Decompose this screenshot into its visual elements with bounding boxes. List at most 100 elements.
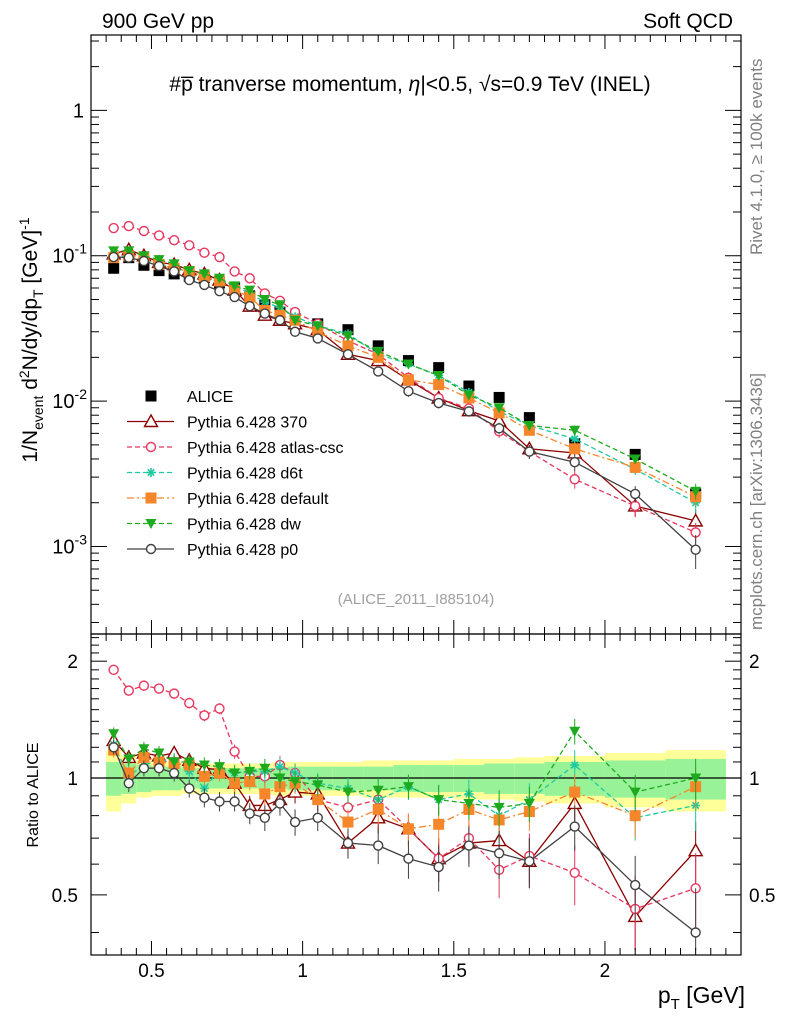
data-point xyxy=(229,266,240,277)
ratio-point xyxy=(123,767,135,779)
data-point xyxy=(569,443,581,455)
ratio-point xyxy=(138,763,150,774)
ratio-point xyxy=(312,780,324,791)
ratio-point xyxy=(289,776,301,787)
ratio-point xyxy=(523,798,535,809)
data-point xyxy=(570,434,580,444)
ratio-point xyxy=(629,810,641,822)
ratio-point xyxy=(524,856,535,867)
analysis-tag: (ALICE_2011_I885104) xyxy=(338,591,495,608)
y-tick-label: 1 xyxy=(73,100,84,122)
data-point xyxy=(402,374,414,386)
data-point xyxy=(289,326,301,337)
data-point xyxy=(168,234,180,246)
data-point xyxy=(342,331,354,342)
data-point xyxy=(569,456,580,468)
ratio-point xyxy=(168,757,180,768)
y-axis-label: 1/Nevent d2N/dy/dpT [GeV]-1 xyxy=(16,217,46,462)
data-point xyxy=(123,220,134,232)
legend-entry-pythia-6-428-p0: Pythia 6.428 p0 xyxy=(127,542,298,559)
data-point xyxy=(123,252,134,263)
ratio-point xyxy=(198,760,210,771)
legend-entry-alice: ALICE xyxy=(145,389,233,406)
ratio-point xyxy=(274,773,286,784)
data-point xyxy=(463,380,475,392)
legend-entry-pythia-6-428-atlas-csc: Pythia 6.428 atlas-csc xyxy=(127,440,344,457)
data-point xyxy=(629,461,641,473)
data-point xyxy=(433,379,445,391)
data-point xyxy=(463,406,475,417)
data-point xyxy=(244,285,256,296)
ratio-point xyxy=(214,703,225,714)
data-point xyxy=(213,273,225,284)
ratio-point xyxy=(153,683,165,694)
data-point xyxy=(372,340,384,352)
data-point xyxy=(153,230,165,241)
legend-label: Pythia 6.428 atlas-csc xyxy=(187,440,344,457)
ratio-point xyxy=(312,812,323,823)
data-point xyxy=(168,266,180,277)
legend-label: ALICE xyxy=(187,389,233,406)
data-point xyxy=(493,403,505,414)
data-point xyxy=(259,295,271,306)
ratio-point xyxy=(184,697,195,709)
legend-label: Pythia 6.428 d6t xyxy=(187,466,303,483)
ratio-point xyxy=(229,746,240,757)
y-tick-label: 10-3 xyxy=(52,531,87,558)
ratio-point xyxy=(569,867,580,878)
data-point xyxy=(433,397,444,409)
x-tick-label: 1 xyxy=(297,961,308,982)
ratio-point xyxy=(123,777,134,789)
ratio-point xyxy=(138,744,150,755)
data-point xyxy=(123,246,135,257)
data-point xyxy=(198,269,210,280)
ratio-point xyxy=(259,788,271,800)
ratio-point xyxy=(153,763,165,774)
data-point xyxy=(523,420,535,431)
data-point xyxy=(214,286,225,297)
header-left: 900 GeV pp xyxy=(102,10,214,33)
ratio-point xyxy=(213,762,225,773)
ratio-point xyxy=(275,762,285,772)
legend-marker xyxy=(146,468,156,477)
data-point xyxy=(274,315,286,326)
ratio-point xyxy=(259,812,271,823)
ratio-point xyxy=(433,818,445,830)
data-point xyxy=(433,371,445,382)
ratio-y-axis-label: Ratio to ALICE xyxy=(25,743,42,848)
data-point xyxy=(183,266,195,277)
ratio-point xyxy=(403,853,414,864)
legend-label: Pythia 6.428 370 xyxy=(187,415,307,432)
ratio-point xyxy=(108,729,120,740)
side-label-top: Rivet 4.1.0, ≥ 100k events xyxy=(747,59,766,255)
band-green xyxy=(106,761,122,796)
ratio-point xyxy=(463,840,475,851)
ratio-point xyxy=(168,767,180,779)
data-point xyxy=(138,255,150,267)
ratio-tick-label-right: 0.5 xyxy=(749,886,775,907)
ratio-point xyxy=(569,786,581,798)
data-point xyxy=(373,366,384,377)
legend-entry-pythia-6-428-d6t: Pythia 6.428 d6t xyxy=(127,466,303,483)
data-point xyxy=(108,251,119,263)
data-point xyxy=(342,349,354,360)
data-point xyxy=(199,279,210,291)
ratio-point xyxy=(244,808,255,819)
data-point xyxy=(184,240,195,251)
data-point xyxy=(342,340,354,352)
data-point xyxy=(372,351,384,363)
ratio-point xyxy=(629,879,641,891)
ratio-point xyxy=(289,816,301,828)
ratio-point xyxy=(373,840,384,851)
legend-marker xyxy=(145,519,157,529)
data-point xyxy=(312,333,323,344)
axes: 0.5 1 1.5 2 1 10-1 10-2 10-3 2 2 1 1 0.5 0.5 xyxy=(52,34,775,982)
ratio-tick-label-right: 2 xyxy=(749,652,760,673)
ratio-point xyxy=(168,688,180,699)
data-point xyxy=(372,346,384,357)
data-point xyxy=(244,291,256,303)
ratio-point xyxy=(690,773,702,784)
ratio-point xyxy=(229,777,241,789)
data-point xyxy=(168,259,180,270)
ratio-point xyxy=(108,742,119,753)
